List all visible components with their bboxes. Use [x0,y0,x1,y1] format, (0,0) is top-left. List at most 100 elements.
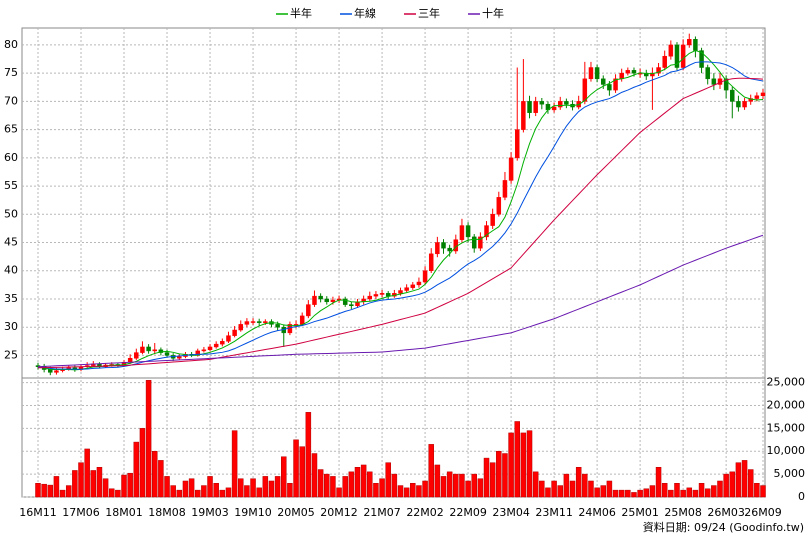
candle-body [459,225,465,240]
x-tick-label: 19M03 [191,506,229,519]
volume-bar [532,471,539,498]
volume-bar [108,488,115,498]
candle-body [760,92,766,96]
volume-bar [637,489,643,498]
candle-body [158,349,164,353]
candle-body [711,78,717,85]
volume-bar [557,485,563,498]
volume-bar [121,474,127,498]
candle-body [471,236,477,249]
volume-bar [588,480,594,498]
candle-body [250,321,256,323]
candle-body [140,346,145,353]
candle-body [330,299,336,303]
candle-body [742,101,747,108]
volume-bar [213,483,219,498]
x-tick-label: 16M11 [19,506,57,519]
candle-body [324,298,330,303]
candle-body [687,39,692,46]
legend-label: 十年 [482,6,504,20]
volume-bar [471,473,477,498]
x-tick-label: 24M06 [578,506,616,519]
candle-body [299,315,305,325]
volume-bar [170,485,176,498]
candle-body [674,44,680,68]
candle-body [263,321,268,323]
candle-body [496,197,502,215]
volume-bar [729,471,736,498]
volume-bar [661,483,668,498]
volume-bar [373,483,379,498]
candle-body [539,101,545,105]
volume-bar [250,478,256,498]
volume-bar [324,473,330,498]
volume-bar [244,485,250,498]
volume-bar [410,483,416,498]
candle-body [490,214,495,226]
candle-body [385,293,391,297]
volume-bar [238,478,244,498]
candle-body [238,324,244,331]
candle-body [201,349,207,352]
candle-body [723,78,729,91]
x-tick-label: 26M03 [707,506,745,519]
legend-label: 半年 [290,6,312,20]
volume-bar [612,489,619,498]
volume-bar [127,472,133,498]
volume-bar [680,489,686,498]
volume-bar [115,489,121,498]
volume-bar [692,489,699,498]
volume-bar [575,467,582,498]
x-tick-label: 23M11 [535,506,573,519]
volume-bar [453,473,459,498]
volume-bar [35,483,41,498]
candle-body [220,341,225,345]
candle-body [275,324,280,328]
candle-body [447,247,452,252]
volume-bar [434,464,441,498]
volume-bar [133,441,140,498]
y-tick-label: 80 [4,38,18,51]
candle-body [484,225,489,238]
candle-body [416,281,422,286]
volume-bar [293,439,299,498]
volume-bar [655,467,662,498]
volume-bar [207,476,213,498]
volume-bar [717,480,723,498]
x-tick-label: 19M10 [234,506,272,519]
volume-bar [299,446,305,498]
volume-bar [569,480,576,498]
volume-bar [317,469,324,498]
volume-bar [563,473,570,498]
volume-bar [176,489,183,498]
volume-bar [102,478,109,498]
volume-bar [268,480,275,498]
volume-bar [385,462,391,498]
candle-body [521,101,526,130]
volume-bar [686,487,693,498]
y2-tick-label: 20,000 [767,398,806,411]
candle-body [127,357,133,363]
x-tick-label: 18M08 [148,506,186,519]
volume-bar [164,476,170,498]
volume-bar [582,473,588,498]
candle-body [514,129,520,159]
x-tick-label: 20M12 [320,506,358,519]
y-tick-label: 65 [4,123,18,136]
candle-body [564,101,569,105]
candle-body [373,294,379,297]
volume-bar [287,483,293,498]
volume-bar [65,485,72,498]
volume-bar [618,489,625,498]
candle-body [244,321,250,325]
volume-bar [274,476,281,498]
candle-body [502,180,508,198]
candle-body [256,321,262,323]
volume-bar [711,485,717,498]
volume-bar [526,430,533,498]
candle-body [306,304,311,317]
volume-bar [760,485,766,498]
volume-bar [41,483,47,498]
y-tick-label: 25 [4,348,18,361]
candle-body [527,101,532,113]
